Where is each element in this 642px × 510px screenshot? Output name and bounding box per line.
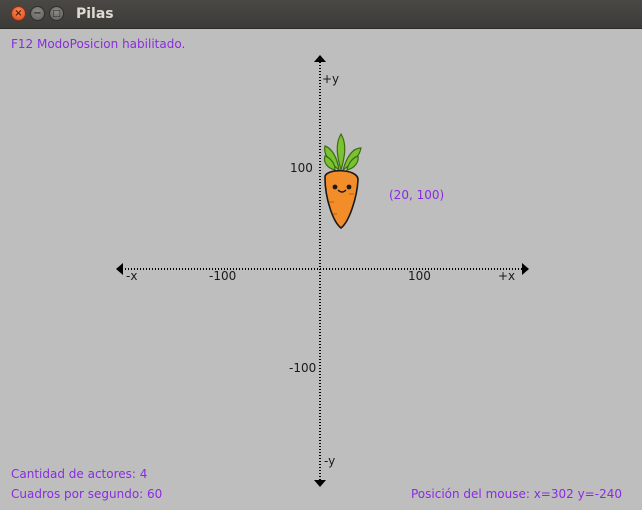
titlebar: × − □ Pilas [0,0,642,29]
axis-label-plus-y: +y [322,72,340,86]
maximize-button[interactable]: □ [49,6,64,21]
y-axis-bottom-arrow [314,480,326,487]
carrot-leaves [323,132,362,173]
window-title: Pilas [76,6,114,22]
fps-text: Cuadros por segundo: 60 [11,487,163,501]
tick-label-y-100: 100 [290,161,313,175]
mouse-position-text: Posición del mouse: x=302 y=-240 [411,487,622,501]
tick-label-x-100: 100 [408,269,431,283]
carrot-left-eye [332,184,338,190]
actor-coordinates-label: (20, 100) [389,188,445,202]
axis-label-minus-x: -x [126,269,138,283]
axis-label-plus-x: +x [498,269,516,283]
carrot-actor[interactable] [319,132,363,232]
carrot-mouth [337,189,347,193]
carrot-right-eye [346,184,352,190]
tick-label-y-neg-100: -100 [289,361,317,375]
tick-label-x-neg-100: -100 [209,269,237,283]
axes-graphic [116,55,529,487]
carrot-body [324,169,359,230]
y-axis-top-arrow [314,55,326,62]
game-canvas[interactable]: +y -y +x -x -100 100 100 -100 F12 ModoPo… [0,29,642,510]
x-axis-right-arrow [522,263,529,275]
mode-status-text: F12 ModoPosicion habilitado. [11,37,186,51]
actors-count-text: Cantidad de actores: 4 [11,467,148,481]
x-axis-left-arrow [116,263,123,275]
axis-label-minus-y: -y [324,454,336,468]
minimize-button[interactable]: − [30,6,45,21]
close-button[interactable]: × [11,6,26,21]
